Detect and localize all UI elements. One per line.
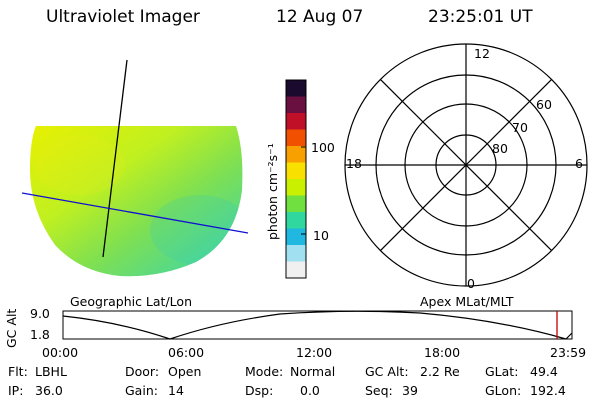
flt-value: LBHL — [35, 364, 67, 379]
colorbar-segment — [286, 245, 306, 262]
colorbar-label-10: 10 — [313, 228, 329, 243]
flt-key: Flt: — [8, 364, 28, 379]
colorbar-segment — [286, 212, 306, 229]
colorbar-segment — [286, 113, 306, 130]
gcalt-key: GC Alt: — [365, 364, 409, 379]
timeline-xtick-0000: 00:00 — [42, 345, 79, 360]
mlt-label-6: 6 — [575, 156, 583, 171]
geographic-caption: Geographic Lat/Lon — [70, 294, 192, 309]
timeline-y-label: GC Alt — [4, 308, 19, 348]
glat-key: GLat: — [485, 364, 519, 379]
colorbar-segment — [286, 146, 306, 163]
timeline-ytick-high: 9.0 — [30, 306, 50, 321]
colorbar-segment — [286, 195, 306, 213]
lat-label-60: 60 — [536, 97, 552, 112]
seq-value: 39 — [402, 383, 418, 398]
gain-value: 14 — [168, 383, 184, 398]
colorbar-segment — [286, 162, 306, 180]
dsp-key: Dsp: — [245, 383, 274, 398]
door-value: Open — [168, 364, 202, 379]
colorbar-frame — [285, 79, 307, 279]
mlt-label-12: 12 — [474, 46, 490, 61]
colorbar-label-100: 100 — [311, 140, 335, 155]
mlt-label-18: 18 — [346, 156, 362, 171]
timeline-frame — [62, 310, 573, 340]
lat-label-80: 80 — [492, 141, 508, 156]
timeline-xtick-2359: 23:59 — [550, 345, 587, 360]
timeline-plot — [62, 310, 573, 340]
mlt-label-0: 0 — [467, 276, 475, 291]
date-label: 12 Aug 07 — [276, 7, 364, 27]
gain-key: Gain: — [125, 383, 158, 398]
glon-key: GLon: — [485, 383, 522, 398]
instrument-title: Ultraviolet Imager — [46, 7, 200, 27]
colorbar-segment — [286, 80, 306, 97]
timeline-xtick-1800: 18:00 — [424, 345, 461, 360]
gcalt-value: 2.2 Re — [420, 364, 460, 379]
mode-key: Mode: — [245, 364, 284, 379]
colorbar-segment — [286, 179, 306, 196]
colorbar-unit-label: photon cm⁻²s⁻¹ — [265, 143, 280, 240]
polar-diagonal-2 — [379, 78, 553, 252]
apex-caption: Apex MLat/MLT — [420, 294, 514, 309]
timeline-xtick-0600: 06:00 — [168, 345, 205, 360]
timeline-ytick-low: 1.8 — [30, 327, 50, 342]
time-label: 23:25:01 UT — [428, 7, 533, 27]
timeline-xtick-1200: 12:00 — [296, 345, 333, 360]
lat-label-70: 70 — [512, 120, 528, 135]
mode-value: Normal — [290, 364, 336, 379]
colorbar-segment — [286, 261, 306, 279]
colorbar-segment — [286, 96, 306, 114]
colorbar-segment — [286, 129, 306, 147]
seq-key: Seq: — [365, 383, 393, 398]
colorbar — [285, 79, 307, 279]
polar-plot — [344, 43, 588, 287]
meridian-line — [102, 59, 128, 258]
altitude-curve — [62, 310, 573, 340]
ip-value: 36.0 — [35, 383, 63, 398]
ip-key: IP: — [8, 383, 24, 398]
colorbar-segment — [286, 228, 306, 246]
glon-value: 192.4 — [530, 383, 566, 398]
dsp-value: 0.0 — [300, 383, 320, 398]
glat-value: 49.4 — [530, 364, 558, 379]
door-key: Door: — [125, 364, 160, 379]
latitude-line — [21, 192, 249, 234]
uv-image — [30, 126, 243, 277]
